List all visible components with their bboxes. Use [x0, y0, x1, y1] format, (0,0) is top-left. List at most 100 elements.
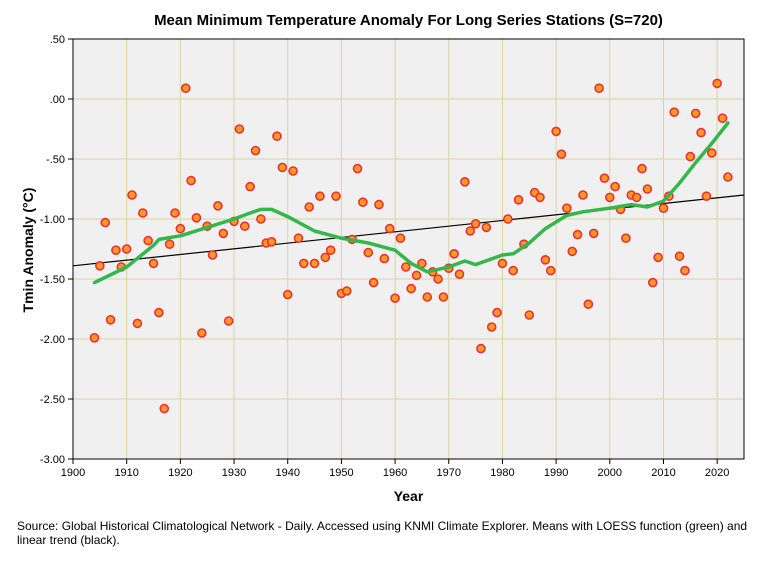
data-point: [669, 107, 680, 117]
x-tick-label: 2020: [705, 467, 729, 479]
data-point: [658, 203, 669, 213]
x-axis-label: Year: [393, 488, 424, 504]
data-point: [277, 162, 288, 173]
data-point: [599, 173, 610, 183]
data-point: [368, 277, 379, 288]
x-tick-label: 2000: [598, 467, 622, 479]
data-point: [180, 83, 191, 93]
data-point: [578, 190, 588, 200]
data-point: [524, 310, 535, 320]
x-tick-label: 1900: [61, 467, 85, 479]
data-point: [723, 172, 733, 182]
data-point: [159, 403, 170, 414]
data-point: [213, 201, 223, 211]
x-tick-label: 1990: [544, 467, 568, 479]
data-point: [374, 199, 384, 210]
data-point: [433, 274, 443, 284]
data-point: [653, 252, 663, 263]
x-tick-label: 1940: [275, 467, 299, 479]
x-tick-label: 1950: [329, 467, 353, 479]
data-point: [100, 217, 111, 228]
data-point: [148, 258, 159, 269]
x-tick-label: 2010: [651, 467, 675, 479]
data-point: [562, 203, 572, 213]
data-point: [449, 249, 459, 259]
data-point: [680, 265, 690, 276]
data-point: [508, 265, 518, 276]
x-tick-label: 1960: [383, 467, 407, 479]
data-point: [476, 343, 486, 354]
data-point: [712, 78, 722, 89]
data-point: [170, 208, 180, 218]
data-point: [486, 322, 497, 332]
data-point: [309, 258, 320, 269]
y-tick-label: -.50: [46, 154, 65, 166]
data-point: [503, 214, 513, 224]
data-point: [594, 83, 604, 93]
data-point: [89, 332, 100, 343]
data-point: [341, 286, 352, 296]
data-point: [572, 229, 583, 240]
data-point: [304, 202, 314, 212]
data-point: [411, 270, 422, 281]
data-point: [583, 299, 594, 310]
data-point: [223, 316, 234, 326]
x-tick-label: 1910: [114, 467, 138, 479]
data-point: [191, 213, 202, 223]
data-point: [717, 113, 728, 123]
loess-line: [92, 121, 730, 285]
data-point: [406, 283, 416, 294]
data-point: [545, 265, 556, 276]
data-point: [111, 245, 121, 255]
data-point: [282, 289, 293, 300]
data-point: [481, 222, 492, 233]
data-point: [384, 223, 395, 234]
data-point: [551, 126, 561, 137]
data-point: [588, 228, 599, 239]
y-tick-label: -3.00: [40, 454, 65, 466]
data-point: [239, 221, 250, 231]
data-point: [395, 233, 406, 243]
data-point: [197, 328, 207, 338]
data-point: [631, 192, 642, 203]
plot-border: [72, 38, 745, 460]
data-point: [422, 292, 433, 302]
data-point: [299, 258, 309, 269]
data-point: [696, 127, 706, 138]
data-point: [358, 197, 368, 207]
data-point: [621, 233, 631, 243]
data-point: [535, 192, 545, 203]
data-point: [540, 254, 551, 265]
data-point: [454, 269, 465, 280]
x-tick-label: 1920: [168, 467, 192, 479]
y-tick-label: .00: [50, 94, 65, 106]
x-tick-label: 1980: [490, 467, 514, 479]
chart-title: Mean Minimum Temperature Anomaly For Lon…: [154, 12, 663, 29]
data-point: [604, 192, 615, 203]
data-point: [245, 181, 255, 192]
data-point: [266, 237, 277, 247]
data-point: [556, 149, 567, 159]
data-point: [154, 307, 164, 318]
data-point: [610, 181, 620, 192]
data-point: [293, 233, 304, 243]
source-caption: Source: Global Historical Climatological…: [17, 519, 748, 547]
y-tick-label: -2.00: [40, 334, 65, 346]
linear-trend-line: [72, 194, 745, 267]
data-point: [497, 258, 508, 269]
data-point: [470, 219, 481, 229]
data-point: [567, 246, 578, 257]
y-tick-label: .50: [50, 34, 65, 46]
data-point: [492, 307, 502, 318]
data-point: [401, 262, 411, 272]
data-point: [325, 245, 336, 255]
data-points: [89, 78, 733, 414]
y-tick-label: -1.00: [40, 214, 65, 226]
data-point: [390, 293, 400, 304]
data-point: [137, 208, 148, 218]
data-point: [320, 252, 331, 263]
data-point: [234, 124, 245, 134]
data-point: [95, 260, 105, 271]
y-tick-label: -2.50: [40, 394, 65, 406]
